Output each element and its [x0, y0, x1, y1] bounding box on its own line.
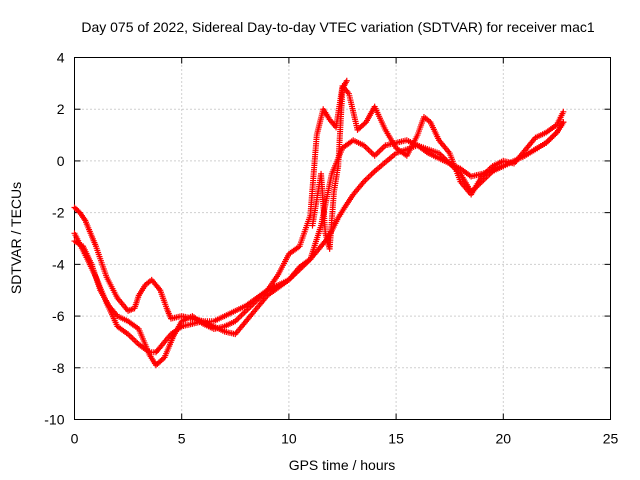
y-tick-label: 0 [57, 153, 65, 169]
data-point [560, 108, 567, 115]
y-tick-label: -8 [52, 360, 65, 376]
axis-ticks: 0 5 10 15 20 25 -10 -8 -6 -4 -2 0 2 4 [44, 50, 618, 447]
x-tick-label: 20 [496, 431, 512, 447]
series-spikes [309, 77, 350, 252]
x-axis-title: GPS time / hours [289, 457, 396, 473]
data-point [343, 77, 350, 84]
y-tick-label: 4 [57, 50, 65, 66]
data-marks [71, 77, 567, 369]
data-point [560, 119, 567, 126]
chart-title: Day 075 of 2022, Sidereal Day-to-day VTE… [81, 19, 594, 35]
y-tick-label: -4 [52, 256, 65, 272]
series-track-a [71, 119, 567, 325]
x-tick-label: 10 [281, 431, 297, 447]
x-tick-label: 0 [71, 431, 79, 447]
x-tick-label: 5 [178, 431, 186, 447]
y-tick-label: -6 [52, 308, 65, 324]
y-axis-title: SDTVAR / TECUs [8, 182, 24, 294]
x-tick-label: 25 [603, 431, 619, 447]
y-tick-label: -10 [44, 412, 64, 428]
x-tick-label: 15 [388, 431, 404, 447]
y-tick-label: 2 [57, 101, 65, 117]
series-track-b [71, 119, 567, 356]
y-tick-label: -2 [52, 205, 65, 221]
